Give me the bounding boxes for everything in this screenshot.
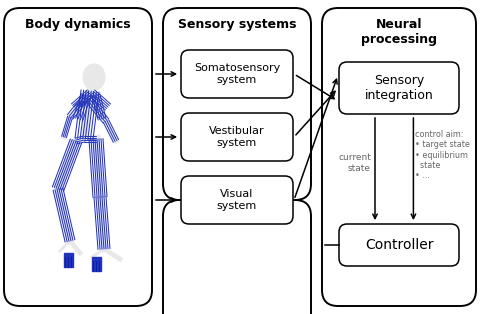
Bar [64, 253, 73, 267]
Text: Sensory
integration: Sensory integration [365, 74, 433, 102]
Text: current
state: current state [338, 153, 371, 173]
FancyBboxPatch shape [181, 113, 293, 161]
Text: Visual
system: Visual system [217, 189, 257, 211]
Ellipse shape [83, 64, 105, 90]
Text: Controller: Controller [365, 238, 433, 252]
FancyBboxPatch shape [4, 8, 152, 306]
FancyBboxPatch shape [322, 8, 476, 306]
FancyBboxPatch shape [181, 50, 293, 98]
Text: Neural
processing: Neural processing [361, 18, 437, 46]
Text: Vestibular
system: Vestibular system [209, 126, 265, 148]
FancyBboxPatch shape [163, 8, 311, 200]
Text: control aim:
• target state
• equilibrium
  state
• ...: control aim: • target state • equilibriu… [415, 130, 470, 180]
Text: Body dynamics: Body dynamics [25, 18, 131, 31]
Bar [92, 257, 101, 271]
FancyBboxPatch shape [339, 224, 459, 266]
FancyBboxPatch shape [163, 200, 311, 314]
Text: Sensory systems: Sensory systems [178, 18, 296, 31]
FancyBboxPatch shape [181, 176, 293, 224]
FancyBboxPatch shape [339, 62, 459, 114]
Text: Somatosensory
system: Somatosensory system [194, 63, 280, 85]
